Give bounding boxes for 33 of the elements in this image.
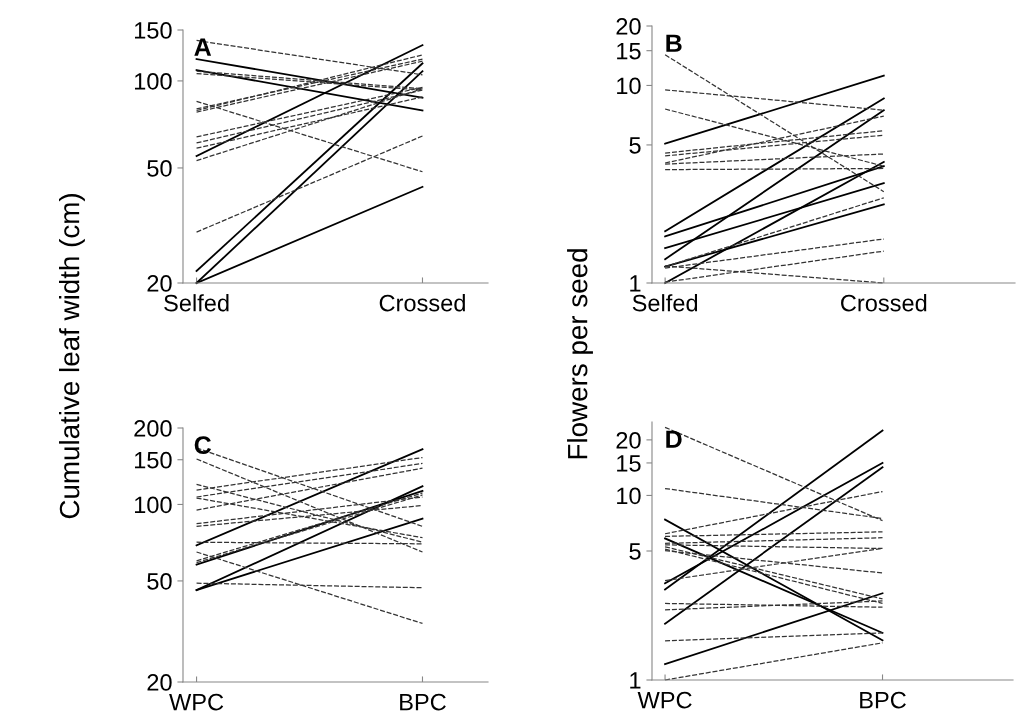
y-tick-label: 10 — [617, 487, 641, 505]
y-tick-label: 100 — [134, 72, 172, 90]
y-tick-label: 5 — [629, 543, 641, 560]
y-tick-label: 10 — [617, 77, 641, 95]
y-axis-title: Flowers per seed — [567, 249, 593, 459]
x-tick-label: BPC — [860, 691, 906, 709]
y-tick-label: 5 — [629, 137, 641, 154]
y-tick-label: 20 — [147, 674, 172, 691]
x-tick-label: Selfed — [164, 294, 229, 312]
chart-title: D — [666, 430, 682, 448]
y-tick-label: 1 — [630, 275, 641, 292]
y-tick-label: 50 — [147, 572, 172, 590]
y-tick-label: 20 — [616, 431, 641, 449]
y-tick-label: 1 — [630, 672, 641, 689]
x-tick-label: Crossed — [379, 294, 465, 312]
y-tick-label: 200 — [134, 420, 172, 437]
x-tick-label: Crossed — [841, 294, 927, 312]
y-tick-label: 15 — [617, 455, 641, 472]
y-tick-label: 150 — [134, 451, 172, 469]
x-tick-label: WPC — [637, 691, 692, 709]
y-tick-label: 20 — [616, 18, 641, 35]
chart-title: C — [194, 436, 212, 454]
y-axis-title: Cumulative leaf width (cm) — [59, 194, 85, 519]
chart-title: B — [666, 34, 682, 52]
y-tick-label: 15 — [617, 42, 641, 60]
x-tick-label: WPC — [169, 693, 224, 711]
chart-title: A — [194, 38, 212, 56]
x-tick-label: BPC — [400, 693, 446, 711]
y-tick-label: 100 — [134, 496, 172, 514]
y-tick-label: 20 — [147, 275, 172, 292]
y-tick-label: 150 — [134, 22, 172, 39]
x-tick-label: Selfed — [632, 294, 698, 312]
y-tick-label: 50 — [147, 160, 172, 177]
